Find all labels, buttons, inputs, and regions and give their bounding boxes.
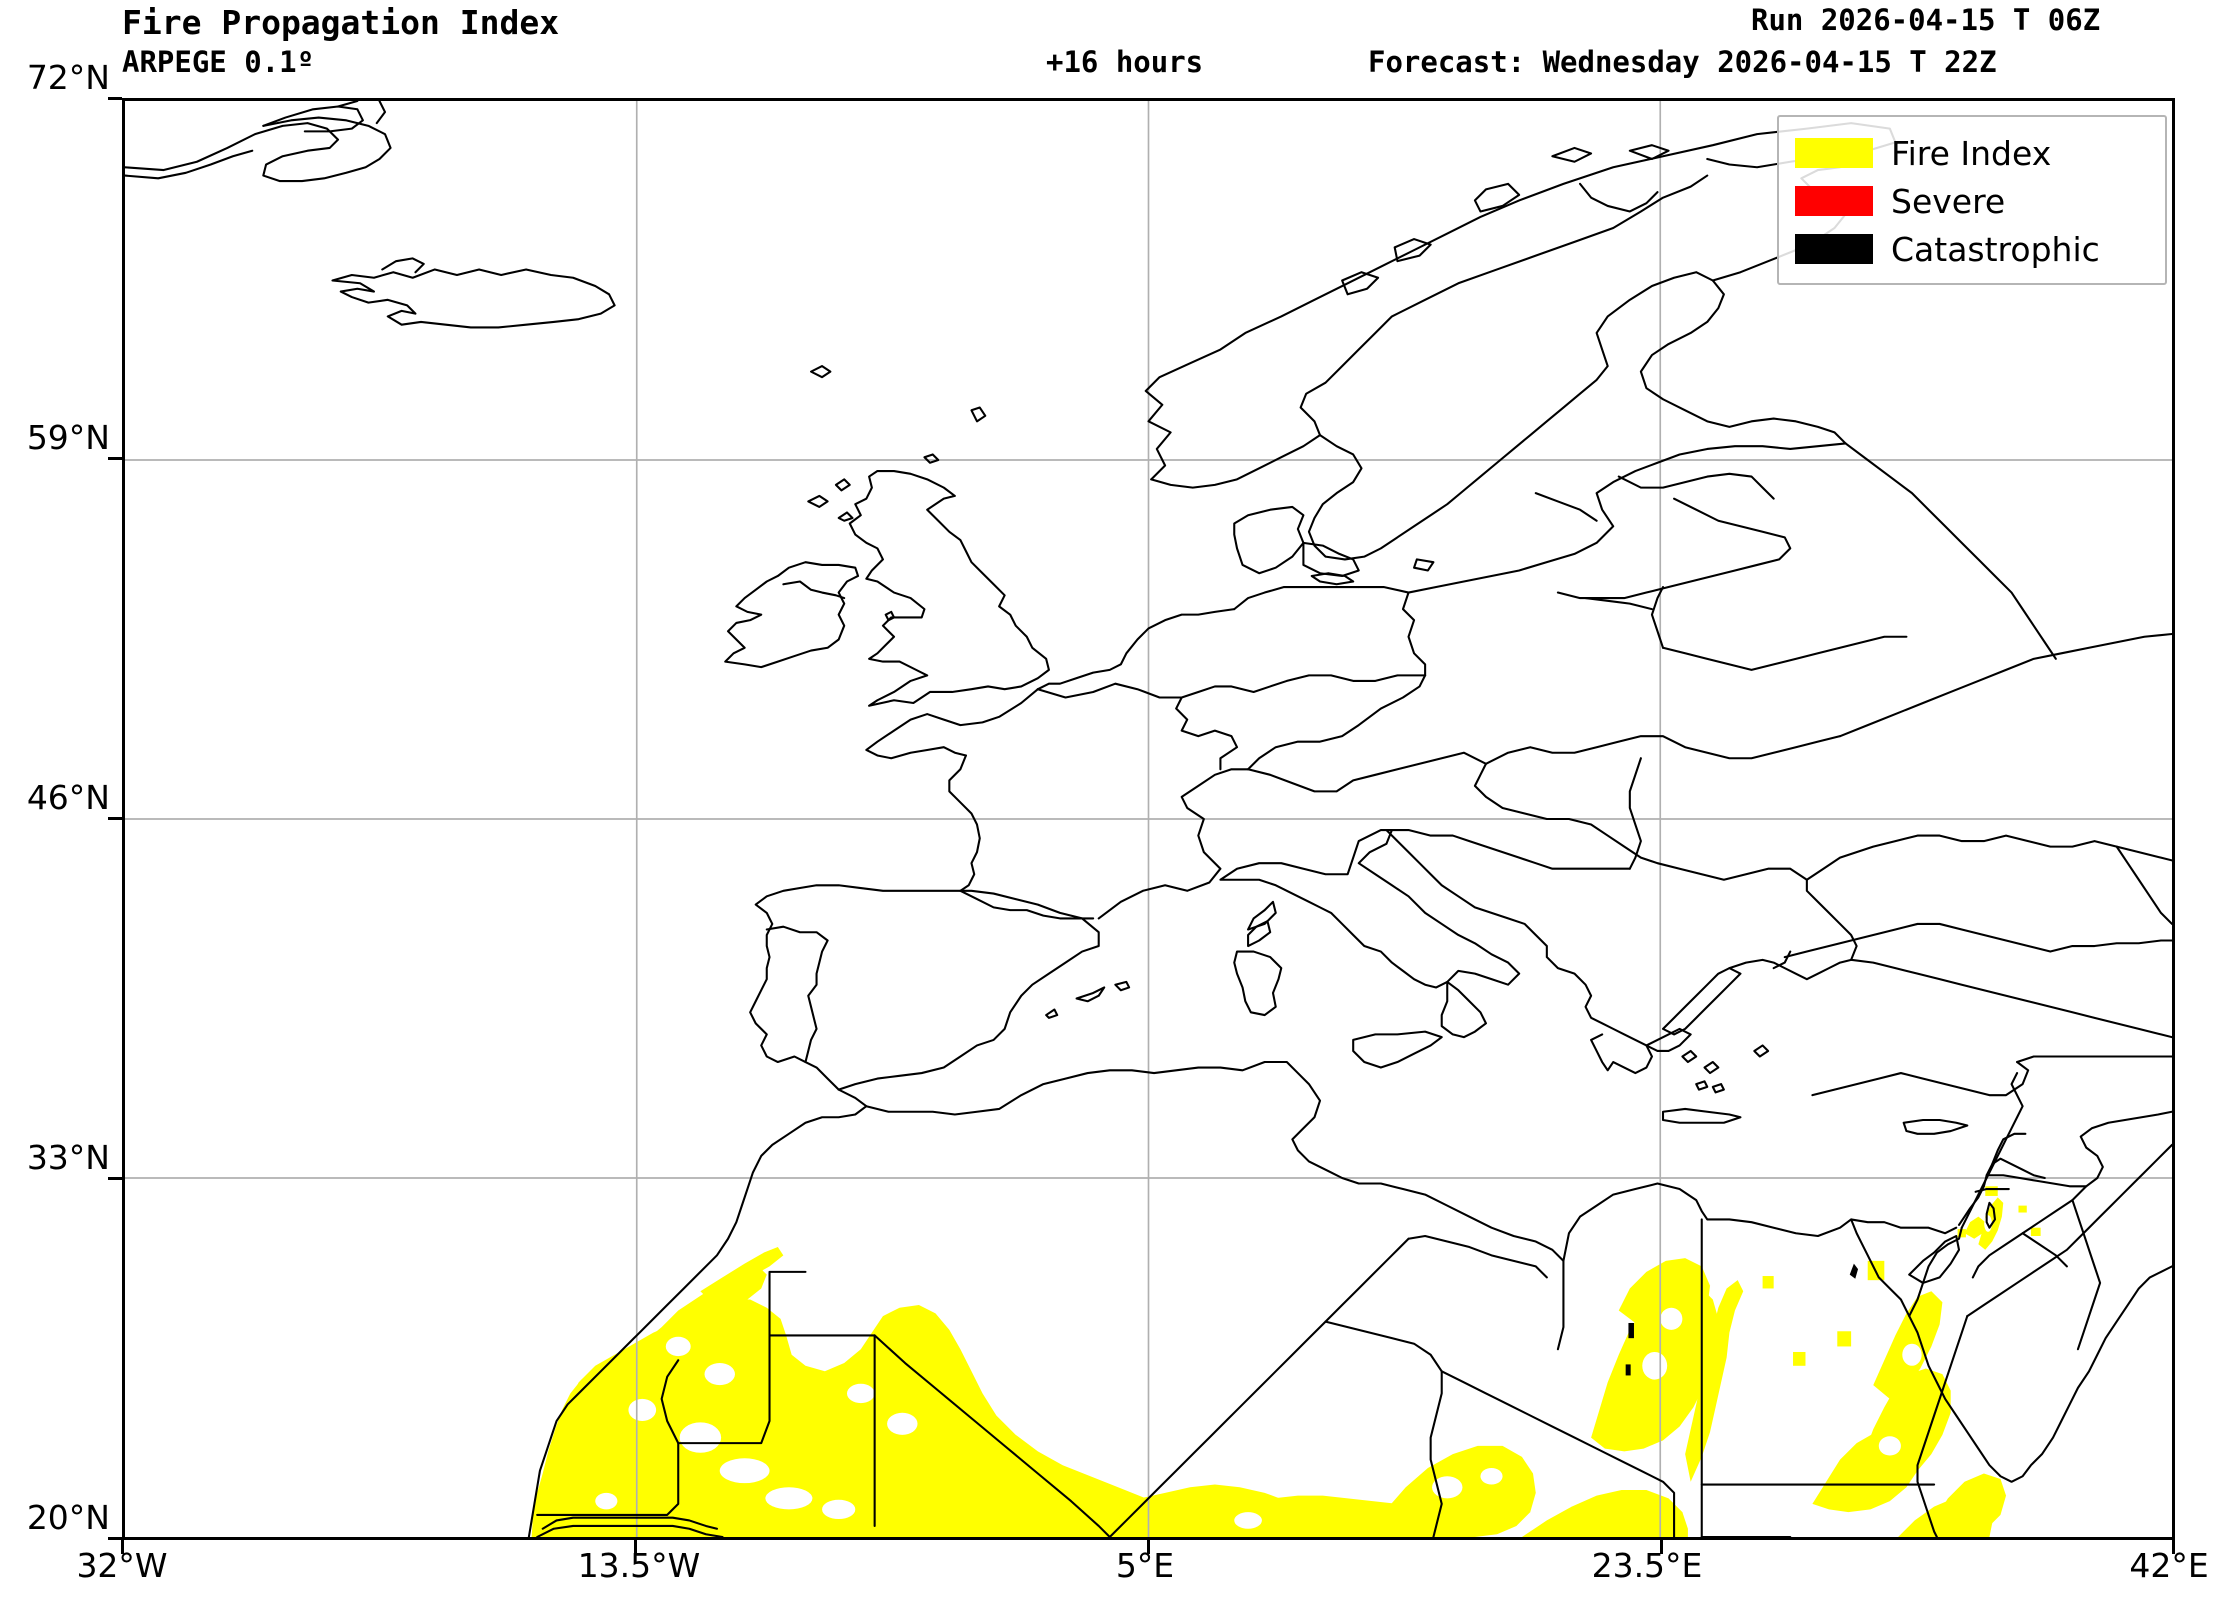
ytick-label-46n: 46°N (26, 778, 110, 817)
model-run-time: Run 2026-04-15 T 06Z (1751, 3, 2101, 37)
xtick-label-135w: 13.5°W (577, 1546, 701, 1585)
xtick-label-42e: 42°E (2129, 1546, 2209, 1585)
gridlines-layer (125, 101, 2172, 1537)
ytick-mark-72n (108, 97, 122, 100)
shading-gaps-layer (595, 1215, 1992, 1529)
legend-label-severe: Severe (1891, 181, 2006, 221)
ytick-mark-33n (108, 1177, 122, 1180)
coastlines-layer (125, 101, 2172, 1537)
page-title: Fire Propagation Index (122, 3, 560, 42)
xtick-mark-42e (2172, 1540, 2175, 1554)
ytick-label-59n: 59°N (26, 418, 110, 457)
model-label: ARPEGE 0.1º (122, 45, 315, 79)
ytick-label-20n: 20°N (26, 1498, 110, 1537)
lead-time-label: +16 hours (1046, 45, 1204, 79)
ytick-mark-46n (108, 817, 122, 820)
legend-row-fire-index: Fire Index (1795, 129, 2151, 177)
ytick-label-72n: 72°N (26, 58, 110, 97)
map-plot-area[interactable]: Fire Index Severe Catastrophic (122, 98, 2175, 1540)
legend-row-severe: Severe (1795, 177, 2151, 225)
legend-label-catastrophic: Catastrophic (1891, 229, 2100, 269)
catastrophic-shading-layer (1625, 1263, 1859, 1376)
xtick-mark-5e (1147, 1540, 1150, 1554)
xtick-label-235e: 23.5°E (1591, 1546, 1703, 1585)
ytick-mark-59n (108, 457, 122, 460)
legend-swatch-catastrophic (1795, 234, 1873, 264)
xtick-mark-32w (121, 1540, 124, 1554)
map-svg (125, 101, 2172, 1537)
forecast-valid-time: Forecast: Wednesday 2026-04-15 T 22Z (1368, 45, 1997, 79)
xtick-label-5e: 5°E (1115, 1546, 1175, 1585)
legend-row-catastrophic: Catastrophic (1795, 225, 2151, 273)
legend-swatch-fire-index (1795, 138, 1873, 168)
xtick-mark-135w (634, 1540, 637, 1554)
map-legend: Fire Index Severe Catastrophic (1777, 115, 2167, 285)
legend-label-fire-index: Fire Index (1891, 133, 2052, 173)
ytick-mark-20n (108, 1537, 122, 1540)
legend-swatch-severe (1795, 186, 1873, 216)
ytick-label-33n: 33°N (26, 1138, 110, 1177)
xtick-mark-235e (1660, 1540, 1663, 1554)
